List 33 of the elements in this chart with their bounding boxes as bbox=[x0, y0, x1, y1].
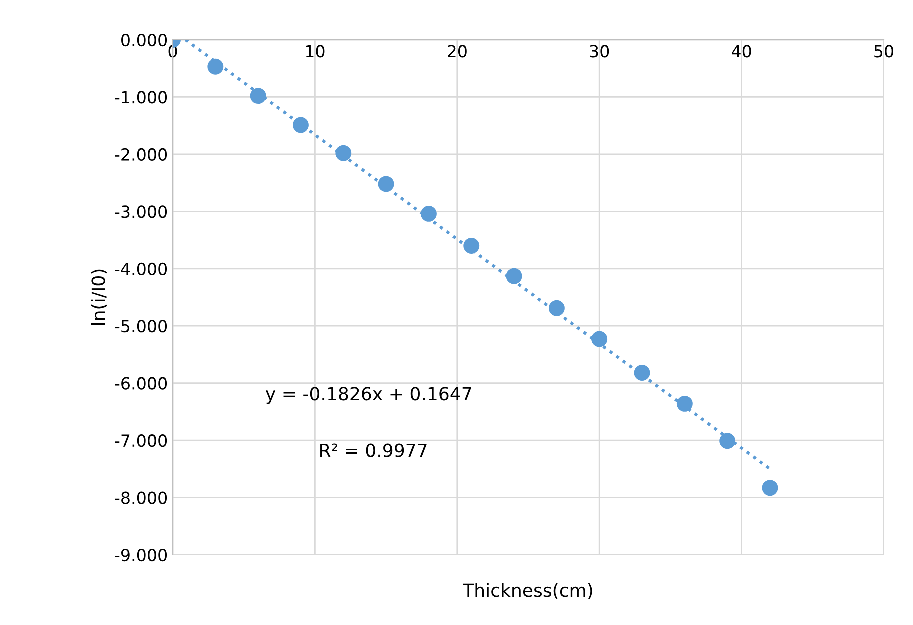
point bbox=[250, 88, 266, 104]
point bbox=[336, 145, 352, 162]
point bbox=[378, 176, 394, 192]
x-axis-title: Thickness(cm) bbox=[463, 583, 592, 600]
x-tick-label: 40 bbox=[732, 45, 752, 58]
point bbox=[676, 396, 693, 412]
y-tick-label: -1.000 bbox=[115, 91, 168, 104]
x-tick-label: 20 bbox=[448, 45, 467, 58]
y-tick-label: 0.000 bbox=[122, 34, 168, 47]
point bbox=[634, 365, 650, 382]
point bbox=[506, 268, 522, 284]
x-tick-label: 50 bbox=[874, 45, 894, 58]
annotation: y = -0.1826x + 0.1647 bbox=[266, 387, 472, 404]
x-tick-label: 30 bbox=[590, 45, 610, 58]
y-axis-title: ln(i/I0) bbox=[91, 270, 108, 326]
point bbox=[420, 206, 437, 222]
point bbox=[720, 433, 736, 450]
y-tick-label: -9.000 bbox=[115, 548, 168, 562]
point bbox=[293, 117, 309, 134]
point bbox=[592, 331, 608, 348]
y-tick-label: -2.000 bbox=[115, 148, 168, 162]
point bbox=[548, 300, 565, 316]
y-tick-label: -7.000 bbox=[115, 434, 168, 448]
y-tick-label: -4.000 bbox=[115, 262, 168, 276]
annotation: R² = 0.9977 bbox=[320, 444, 427, 458]
point bbox=[208, 58, 224, 75]
y-tick-label: -5.000 bbox=[115, 320, 168, 333]
point bbox=[464, 238, 480, 254]
point bbox=[762, 480, 778, 496]
y-tick-label: -3.000 bbox=[115, 206, 168, 218]
x-tick-label: 10 bbox=[306, 45, 325, 58]
y-tick-label: -6.000 bbox=[115, 377, 168, 390]
y-tick-label: -8.000 bbox=[115, 492, 168, 504]
